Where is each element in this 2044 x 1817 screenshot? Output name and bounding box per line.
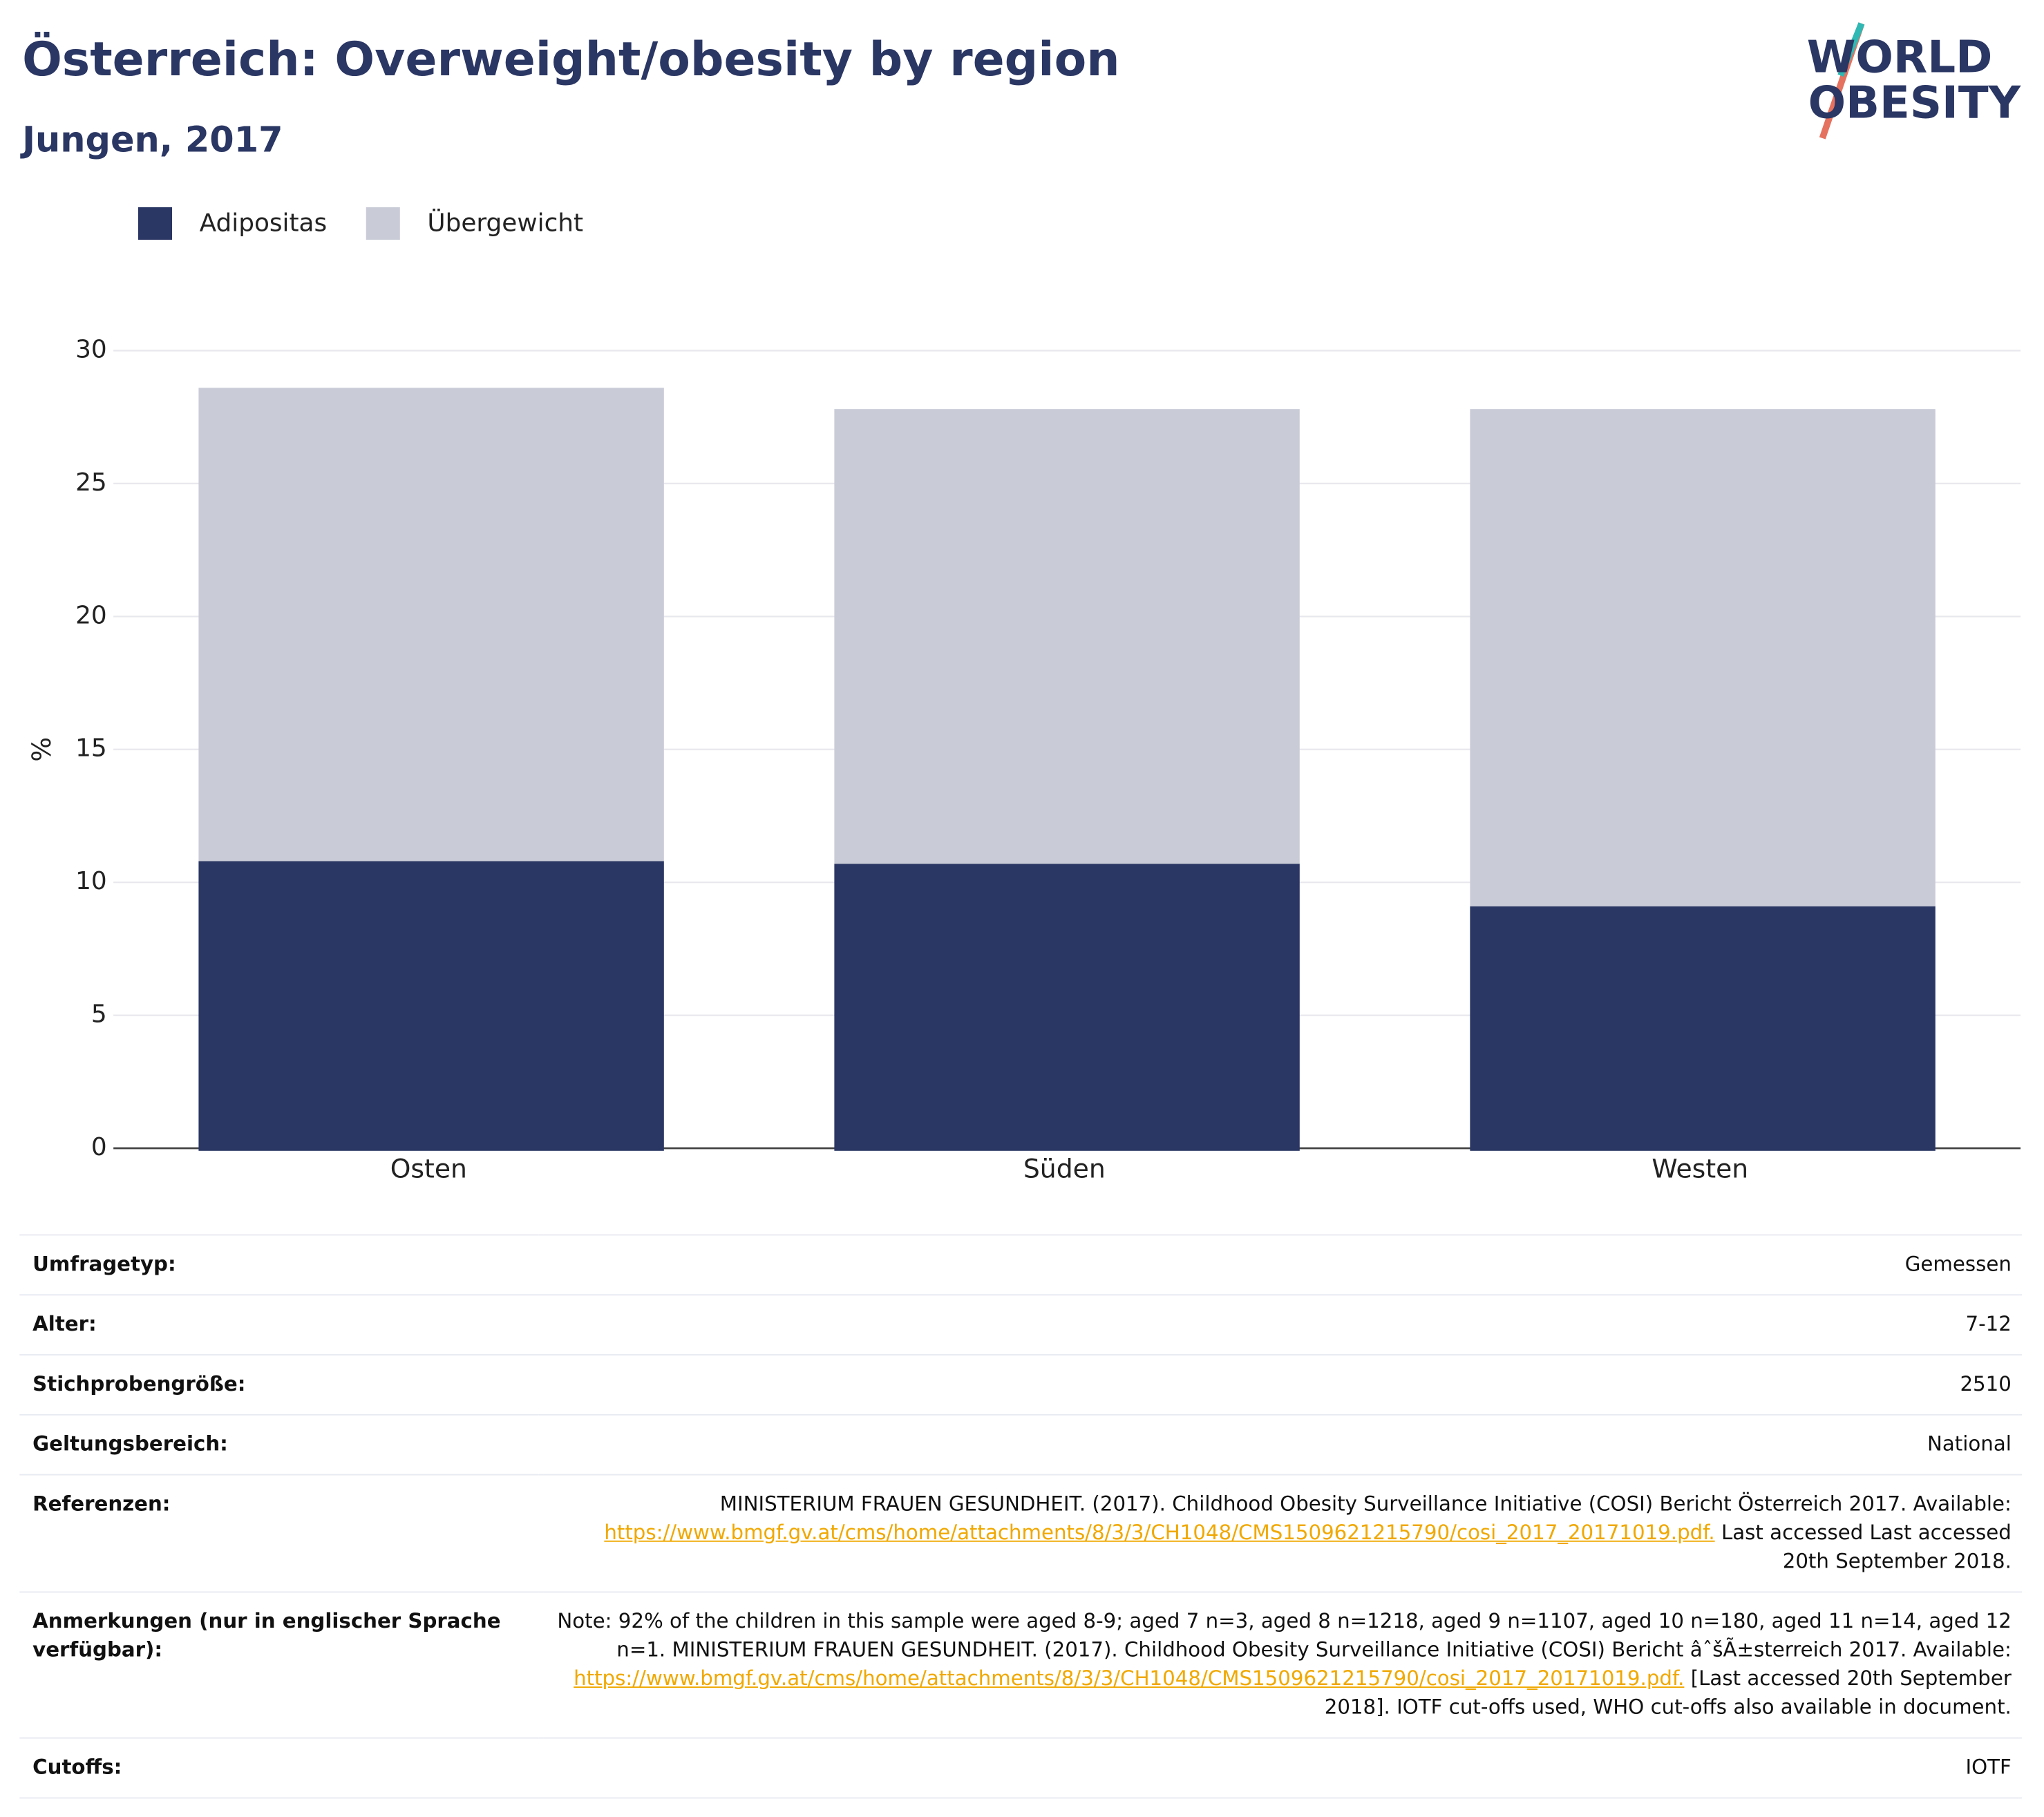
y-tick-label: 10 — [75, 867, 107, 895]
x-tick-label: Westen — [1652, 1154, 1748, 1184]
row-value: IOTF — [538, 1737, 2022, 1799]
bar-segment — [1470, 906, 1936, 1151]
legend-swatch — [138, 207, 173, 240]
y-tick-label: 30 — [75, 335, 107, 363]
bar-segment — [198, 388, 664, 862]
legend-swatch — [366, 207, 400, 240]
row-label: Umfragetyp: — [19, 1234, 539, 1296]
logo-text: OBESITY — [1808, 77, 2022, 129]
row-label: Cutoffs: — [19, 1737, 539, 1799]
details-row: Anmerkungen (nur in englischer Sprache v… — [19, 1591, 2022, 1739]
row-value: Gemessen — [538, 1234, 2022, 1296]
bar-segment — [1470, 409, 1936, 906]
row-value: Note: 92% of the children in this sample… — [538, 1591, 2022, 1739]
logo-slash — [1837, 22, 1865, 77]
row-value: 2510 — [538, 1354, 2022, 1416]
logo-text: WORLD — [1807, 31, 1993, 83]
y-tick-label: 25 — [75, 468, 107, 497]
chart: Österreich: Overweight/obesity by region… — [20, 22, 2022, 1184]
row-value: National — [538, 1414, 2022, 1476]
chart-subtitle: Jungen, 2017 — [20, 120, 283, 161]
details-table: Umfragetyp: Gemessen Alter: 7-12 Stichproben… — [19, 1234, 2022, 1799]
reference-link[interactable]: https://www.bmgf.gv.at/cms/home/attachme… — [574, 1666, 1685, 1691]
y-axis-label: % — [26, 737, 57, 762]
legend-label: Adipositas — [200, 209, 328, 237]
row-text: Note: 92% of the children in this sample… — [557, 1609, 2012, 1662]
row-text: [Last accessed 20th September 2018]. IOT… — [1324, 1666, 2012, 1720]
y-tick-label: 20 — [75, 601, 107, 629]
chart-title: Österreich: Overweight/obesity by region — [22, 32, 1120, 87]
row-text: MINISTERIUM FRAUEN GESUNDHEIT. (2017). C… — [719, 1492, 2012, 1516]
row-value: 7-12 — [538, 1294, 2022, 1355]
details-row: Referenzen: MINISTERIUM FRAUEN GESUNDHEIT… — [19, 1474, 2022, 1593]
details-row: Alter: 7-12 — [19, 1294, 2022, 1355]
row-label: Referenzen: — [19, 1474, 539, 1593]
reference-link[interactable]: https://www.bmgf.gv.at/cms/home/attachme… — [604, 1521, 1715, 1545]
bar-segment — [834, 864, 1300, 1151]
details-row: Geltungsbereich: National — [19, 1414, 2022, 1476]
x-tick-label: Süden — [1023, 1154, 1106, 1184]
bar-segment — [834, 409, 1300, 864]
details-row: Cutoffs: IOTF — [19, 1737, 2022, 1799]
row-label: Geltungsbereich: — [19, 1414, 539, 1476]
legend-label: Übergewicht — [427, 208, 583, 237]
row-label: Alter: — [19, 1294, 539, 1355]
details-row: Stichprobengröße: 2510 — [19, 1354, 2022, 1416]
row-value: MINISTERIUM FRAUEN GESUNDHEIT. (2017). C… — [538, 1474, 2022, 1593]
x-tick-label: Osten — [390, 1154, 467, 1184]
y-tick-label: 15 — [75, 734, 107, 763]
y-tick-label: 0 — [91, 1133, 107, 1161]
details-row: Umfragetyp: Gemessen — [19, 1234, 2022, 1296]
row-label: Anmerkungen (nur in englischer Sprache v… — [19, 1591, 539, 1739]
row-text: Last accessed Last accessed 20th Septemb… — [1721, 1521, 2012, 1574]
y-tick-label: 5 — [91, 1000, 107, 1029]
bar-segment — [198, 861, 664, 1151]
row-label: Stichprobengröße: — [19, 1354, 539, 1416]
